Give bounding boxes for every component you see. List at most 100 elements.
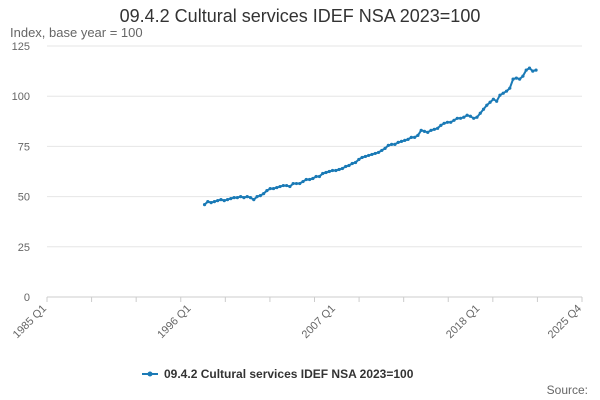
data-point bbox=[337, 167, 341, 172]
data-point bbox=[258, 193, 262, 198]
data-point bbox=[314, 174, 318, 179]
data-point bbox=[301, 179, 305, 184]
data-point bbox=[225, 198, 230, 202]
data-point bbox=[370, 152, 374, 157]
data-point bbox=[518, 77, 522, 81]
data-point bbox=[340, 166, 344, 171]
data-point bbox=[429, 128, 433, 132]
x-tick-label: 2018 Q1 bbox=[444, 303, 482, 341]
data-point bbox=[386, 143, 390, 147]
data-point bbox=[268, 186, 272, 191]
data-point bbox=[498, 93, 502, 97]
data-point bbox=[445, 120, 450, 124]
data-point bbox=[324, 170, 328, 175]
data-point bbox=[229, 197, 233, 201]
series-line bbox=[203, 67, 537, 206]
data-point bbox=[452, 118, 456, 122]
data-point bbox=[239, 195, 243, 199]
data-point bbox=[383, 146, 387, 151]
data-point bbox=[330, 168, 335, 173]
x-tick-label: 1985 Q1 bbox=[11, 303, 49, 341]
data-point bbox=[347, 163, 351, 168]
data-point bbox=[478, 111, 482, 115]
x-tick-label: 2025 Q4 bbox=[546, 303, 584, 341]
data-point bbox=[248, 196, 253, 200]
y-tick-label: 50 bbox=[18, 192, 30, 204]
data-point bbox=[508, 86, 512, 90]
data-point bbox=[495, 99, 499, 103]
data-point bbox=[465, 113, 469, 117]
data-point bbox=[255, 195, 259, 199]
data-point bbox=[281, 183, 285, 188]
data-point bbox=[396, 140, 400, 144]
data-point bbox=[439, 123, 443, 127]
data-point bbox=[488, 100, 492, 104]
y-tick-label: 25 bbox=[18, 242, 30, 254]
data-point bbox=[209, 201, 213, 205]
y-tick-label: 125 bbox=[12, 41, 30, 53]
data-point bbox=[511, 77, 515, 81]
x-tick-label: 1996 Q1 bbox=[155, 303, 193, 341]
data-point bbox=[514, 76, 518, 80]
data-point bbox=[462, 115, 466, 119]
data-point bbox=[475, 115, 479, 119]
data-point bbox=[216, 199, 220, 203]
data-point bbox=[304, 177, 308, 182]
data-point bbox=[403, 138, 407, 142]
data-point bbox=[409, 135, 413, 139]
data-point bbox=[521, 74, 525, 78]
data-point bbox=[360, 155, 364, 160]
data-point bbox=[357, 157, 361, 162]
data-point bbox=[334, 168, 338, 173]
legend-marker bbox=[147, 371, 153, 377]
data-point bbox=[373, 151, 377, 156]
data-point bbox=[344, 164, 348, 169]
data-point bbox=[235, 196, 239, 200]
data-point bbox=[271, 186, 276, 191]
data-point bbox=[468, 114, 473, 118]
data-point bbox=[458, 116, 463, 120]
y-axis-subtitle: Index, base year = 100 bbox=[10, 25, 143, 40]
data-point bbox=[321, 171, 325, 176]
data-point bbox=[278, 184, 282, 189]
data-point bbox=[399, 139, 404, 143]
data-point bbox=[275, 185, 279, 190]
data-point bbox=[252, 198, 256, 202]
data-point bbox=[432, 127, 436, 131]
data-point bbox=[406, 137, 410, 141]
data-point bbox=[534, 68, 538, 72]
data-point bbox=[531, 69, 535, 73]
data-point bbox=[455, 116, 459, 120]
data-point bbox=[317, 174, 322, 179]
y-tick-label: 100 bbox=[12, 91, 30, 103]
data-point bbox=[376, 150, 381, 155]
data-point bbox=[390, 142, 394, 146]
data-point bbox=[367, 153, 371, 158]
data-point bbox=[416, 133, 420, 137]
data-point bbox=[524, 68, 528, 72]
source-label: Source: bbox=[546, 383, 588, 397]
data-point bbox=[219, 198, 223, 202]
data-point bbox=[307, 177, 312, 182]
data-point bbox=[504, 89, 509, 93]
data-point bbox=[327, 169, 331, 174]
x-tick-label: 2007 Q1 bbox=[300, 303, 338, 341]
data-point bbox=[206, 200, 210, 204]
data-point bbox=[262, 191, 266, 196]
data-point bbox=[472, 116, 476, 120]
data-point bbox=[435, 126, 440, 130]
data-point bbox=[294, 181, 299, 186]
data-point bbox=[527, 66, 532, 70]
data-point bbox=[442, 121, 446, 125]
data-point bbox=[481, 107, 486, 111]
legend-label: 09.4.2 Cultural services IDEF NSA 2023=1… bbox=[164, 367, 414, 381]
data-point bbox=[202, 203, 207, 207]
y-tick-label: 0 bbox=[24, 292, 30, 304]
data-point bbox=[393, 142, 397, 146]
chart-title: 09.4.2 Cultural services IDEF NSA 2023=1… bbox=[119, 6, 481, 26]
data-point bbox=[288, 184, 292, 189]
data-point bbox=[353, 160, 358, 165]
data-point bbox=[426, 130, 430, 134]
data-point bbox=[311, 176, 315, 181]
